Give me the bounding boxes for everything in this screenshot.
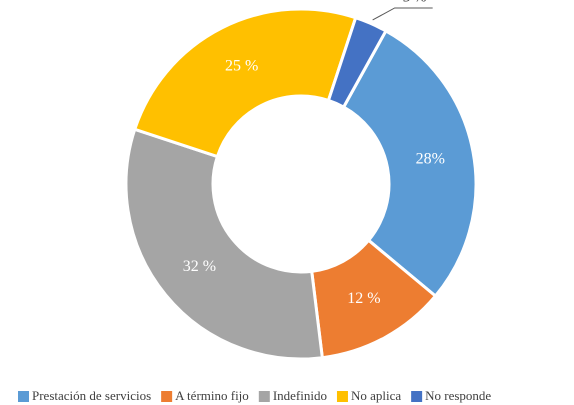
legend-label: Indefinido	[273, 388, 327, 403]
legend-swatch	[411, 391, 423, 402]
legend-label: Prestación de servicios	[32, 388, 151, 403]
data-label: 3 %	[403, 0, 427, 5]
data-label: 32 %	[183, 258, 216, 275]
legend-label: A término fijo	[175, 388, 249, 403]
legend-swatch	[161, 391, 173, 402]
donut-slice	[326, 15, 388, 110]
legend-swatch	[336, 391, 348, 402]
legend-label: No responde	[425, 388, 491, 403]
data-label: 12 %	[347, 290, 380, 307]
data-label: 25 %	[225, 57, 258, 74]
data-label: 28%	[416, 150, 445, 167]
donut-slice	[132, 7, 358, 159]
donut-slice	[124, 127, 324, 361]
legend-label: No aplica	[351, 388, 401, 403]
legend-swatch	[18, 391, 29, 402]
leader-line	[372, 7, 433, 21]
legend-swatch	[258, 391, 270, 402]
donut-slice	[341, 28, 478, 299]
